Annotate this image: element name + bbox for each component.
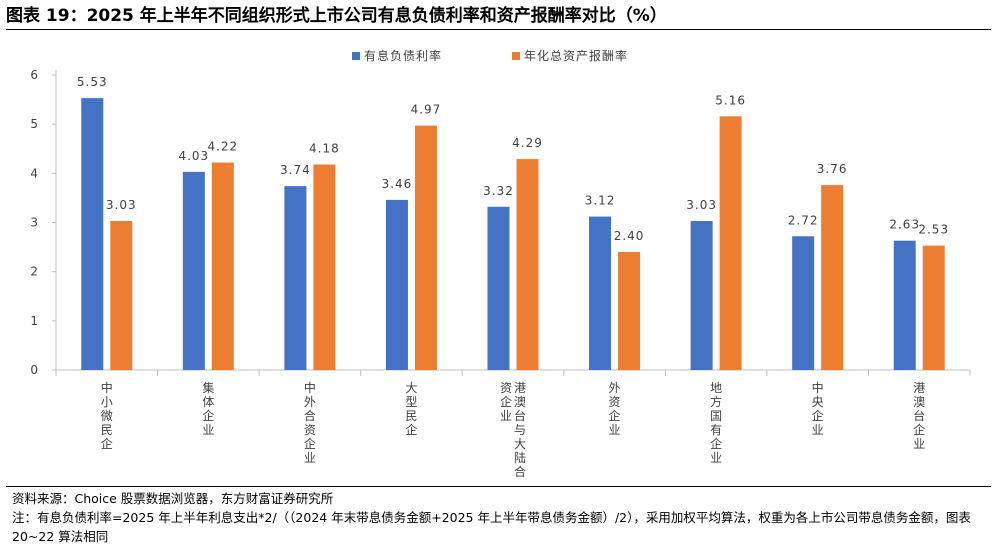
data-label: 2.72	[788, 213, 819, 227]
bar	[893, 240, 916, 370]
x-tick-label: 中外合资企业	[304, 380, 316, 465]
legend-swatch	[512, 52, 520, 60]
y-tick-label: 0	[30, 363, 38, 377]
y-tick-label: 2	[30, 265, 38, 279]
y-tick-label: 3	[30, 216, 38, 230]
bar	[618, 252, 641, 370]
bar	[821, 185, 844, 370]
x-tick-label: 集体企业	[202, 380, 214, 437]
x-tick-label: 资企业	[500, 381, 512, 423]
data-label: 4.22	[207, 140, 238, 154]
y-tick-label: 5	[30, 117, 38, 131]
bar	[719, 116, 742, 370]
data-label: 5.53	[77, 75, 108, 89]
footer-rule	[6, 486, 991, 487]
data-label: 3.03	[686, 198, 717, 212]
bar	[211, 162, 234, 370]
bar	[313, 164, 336, 370]
x-tick-label: 大型民企	[405, 381, 417, 437]
data-label: 3.76	[817, 162, 848, 176]
data-label: 5.16	[715, 93, 746, 107]
title-rule	[6, 29, 991, 30]
bar	[922, 245, 945, 370]
x-tick-label: 港澳台与大陆合	[514, 381, 526, 479]
legend-label: 有息负债利率	[364, 48, 442, 63]
data-label: 3.32	[483, 184, 514, 198]
bar	[516, 159, 539, 370]
bar-chart: 0 1 2 3 4 5 6 5.53 3.03 中小微民企 4.034.22 集体企业 3.74 4.18…	[30, 48, 971, 479]
y-tick-label: 6	[30, 68, 38, 82]
bar	[110, 221, 133, 370]
bar	[690, 221, 713, 370]
bar	[414, 125, 437, 371]
legend-swatch	[352, 52, 360, 60]
method-note: 注：有息负债利率=2025 年上半年利息支出*2/（（2024 年末带息债务金额…	[12, 510, 971, 544]
data-label: 3.12	[585, 194, 616, 208]
data-label: 3.03	[106, 198, 137, 212]
footer: 资料来源：Choice 股票数据浏览器，东方财富证券研究所 注：有息负债利率=2…	[12, 489, 987, 546]
bar	[81, 98, 104, 370]
x-tick-label: 地方国有企业	[710, 381, 722, 465]
data-label: 4.29	[512, 136, 543, 150]
x-tick-label: 港澳台企业	[913, 381, 925, 451]
bar	[487, 206, 510, 370]
bar	[284, 186, 307, 370]
bar	[792, 236, 815, 370]
data-label: 3.74	[280, 163, 311, 177]
y-tick-label: 1	[30, 314, 38, 328]
data-label: 4.97	[411, 103, 442, 117]
x-tick-label: 中小微民企	[101, 380, 113, 451]
x-tick-label: 外资企业	[609, 381, 621, 437]
data-label: 4.18	[309, 141, 340, 155]
y-tick-label: 4	[30, 166, 38, 180]
data-label: 3.46	[382, 177, 413, 191]
data-label: 4.03	[178, 149, 209, 163]
bar	[589, 216, 612, 370]
data-label: 2.40	[614, 229, 645, 243]
data-label: 2.63	[889, 218, 920, 232]
x-tick-label: 中央企业	[812, 380, 824, 437]
source-note: 资料来源：Choice 股票数据浏览器，东方财富证券研究所	[12, 491, 334, 506]
bar	[385, 199, 408, 370]
bar	[182, 171, 205, 370]
chart-title: 图表 19：2025 年上半年不同组织形式上市公司有息负债利率和资产报酬率对比（…	[6, 6, 667, 26]
data-label: 2.53	[918, 223, 949, 237]
legend-label: 年化总资产报酬率	[524, 48, 628, 63]
